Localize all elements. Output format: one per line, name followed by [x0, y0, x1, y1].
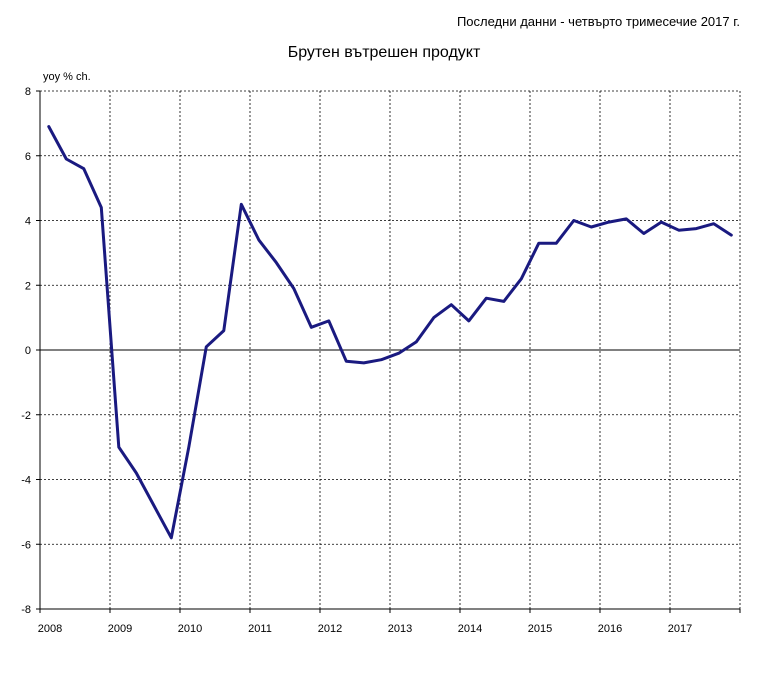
y-tick-label: -4 — [21, 475, 31, 487]
y-tick-label: 0 — [25, 345, 31, 357]
chart-note: Последни данни - четвърто тримесечие 201… — [456, 14, 740, 29]
x-tick-labels: 2008 2009 2010 2011 2012 2013 2014 2015 2016 2017 — [38, 623, 692, 635]
y-tick-label: 2 — [25, 280, 31, 292]
y-tick-label: -2 — [21, 410, 31, 422]
x-tick-label: 2009 — [108, 623, 132, 635]
series-layer — [47, 125, 733, 540]
chart-title: Брутен вътрешен продукт — [287, 44, 481, 61]
x-tick-label: 2013 — [388, 623, 412, 635]
x-tick-label: 2010 — [178, 623, 202, 635]
gdp-growth-line — [47, 125, 733, 540]
axes — [36, 90, 741, 613]
y-tick-label: -6 — [21, 539, 31, 551]
y-tick-label: -8 — [21, 604, 31, 616]
y-tick-label: 6 — [25, 151, 31, 163]
y-tick-label: 4 — [25, 216, 31, 228]
x-tick-label: 2012 — [318, 623, 342, 635]
x-tick-label: 2008 — [38, 623, 62, 635]
x-tick-label: 2011 — [248, 623, 272, 635]
x-tick-label: 2017 — [668, 623, 692, 635]
y-tick-labels: 8 6 4 2 0 -2 -4 -6 -8 — [21, 86, 31, 616]
x-tick-label: 2014 — [458, 623, 482, 635]
y-axis-label: yoy % ch. — [43, 71, 91, 83]
x-tick-label: 2015 — [528, 623, 552, 635]
x-tick-label: 2016 — [598, 623, 622, 635]
y-tick-label: 8 — [25, 86, 31, 98]
